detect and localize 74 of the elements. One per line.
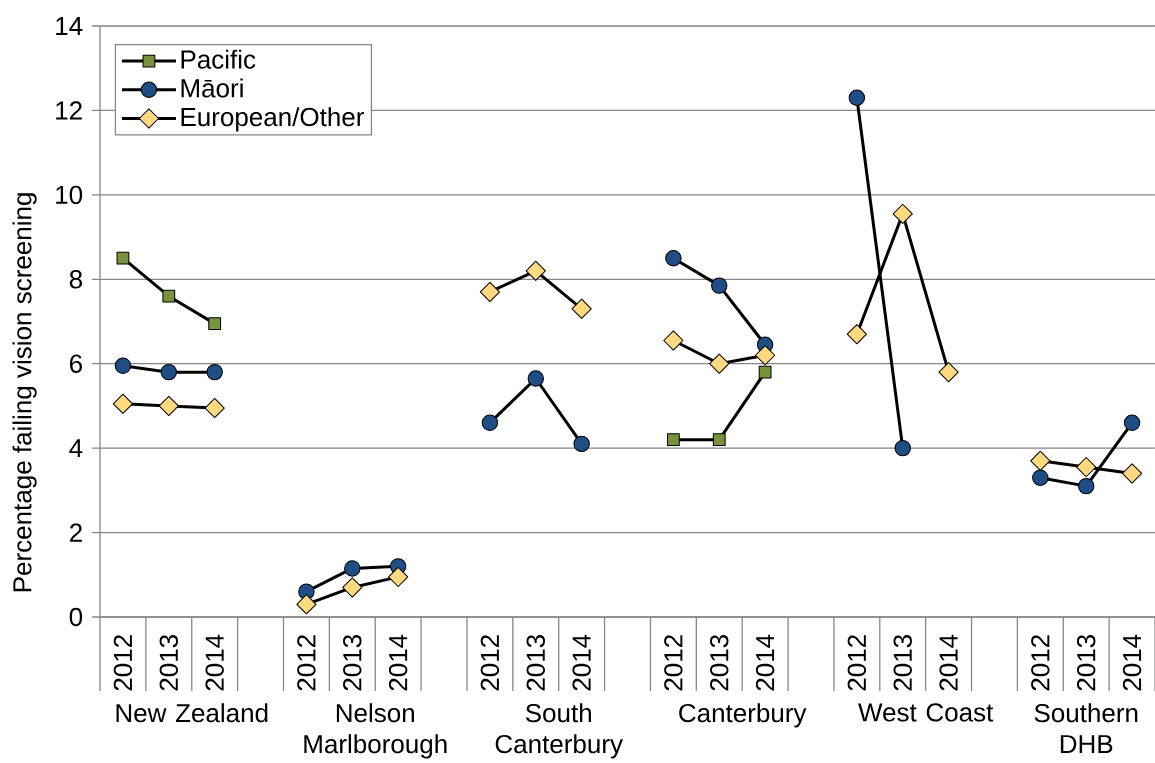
- point: [666, 433, 680, 447]
- x-tick-label: 2013: [1077, 635, 1096, 691]
- text: Southern DHB: [1034, 703, 1138, 754]
- y-tick-label: 0: [69, 607, 83, 627]
- text: West Coast: [858, 703, 994, 722]
- point: [525, 260, 546, 281]
- text: Canterbury: [679, 703, 807, 728]
- legend-label: European/Other: [181, 107, 364, 132]
- x-tick-label: 2014: [205, 634, 224, 691]
- text: Nelson Marlborough: [304, 703, 447, 759]
- x-tick-label: 2013: [159, 635, 179, 691]
- point: [481, 414, 499, 432]
- y-tick-label: 6: [69, 354, 82, 373]
- point: [758, 365, 772, 379]
- point: [1078, 477, 1095, 495]
- legend-label: Māori: [181, 78, 243, 98]
- point: [342, 577, 363, 598]
- point: [846, 324, 867, 345]
- x-tick-label: 2012: [113, 635, 133, 691]
- point: [160, 363, 178, 381]
- x-tick-label: 2012: [847, 635, 867, 691]
- point: [296, 594, 317, 615]
- point: [116, 251, 130, 265]
- y-tick-label: 2: [69, 523, 82, 542]
- point: [162, 289, 176, 303]
- point: [388, 566, 409, 588]
- y-tick-label: 4: [69, 439, 83, 458]
- point: [709, 353, 730, 374]
- y-tick-label: 8: [69, 270, 83, 289]
- point: [1032, 469, 1049, 486]
- point: [527, 370, 544, 387]
- point: [571, 298, 592, 319]
- point: [208, 317, 222, 331]
- point: [663, 330, 684, 351]
- x-tick-label: 2013: [343, 635, 362, 691]
- point: [1121, 463, 1143, 484]
- y-tick-label: 12: [56, 101, 82, 120]
- point: [848, 89, 866, 106]
- x-tick-label: 2014: [939, 634, 958, 691]
- point: [112, 393, 134, 414]
- point: [894, 439, 911, 457]
- y-axis-title: Percentage failing vision screening: [12, 193, 37, 592]
- point: [344, 560, 361, 577]
- x-tick-label: 2012: [664, 635, 683, 691]
- text: South Canterbury: [495, 703, 623, 759]
- x-tick-label: 2014: [388, 634, 408, 691]
- y-tick-label: 14: [56, 17, 83, 35]
- point: [665, 249, 682, 267]
- point: [204, 397, 225, 419]
- point: [755, 345, 776, 366]
- x-tick-label: 2012: [480, 635, 500, 691]
- point: [938, 362, 959, 383]
- text: New Zealand: [116, 703, 268, 723]
- point: [573, 435, 590, 453]
- point: [206, 363, 223, 381]
- x-tick-label: 2014: [755, 634, 775, 691]
- point: [892, 203, 913, 224]
- x-tick-label: 2013: [526, 635, 545, 691]
- x-tick-label: 2013: [710, 635, 729, 691]
- legend-label: Pacific: [181, 49, 256, 69]
- x-tick-label: 2014: [1122, 634, 1142, 691]
- point: [1076, 457, 1097, 478]
- point: [1030, 450, 1051, 471]
- point: [712, 433, 726, 447]
- x-tick-label: 2013: [893, 635, 912, 691]
- x-tick-label: 2012: [1031, 635, 1050, 691]
- x-tick-label: 2012: [297, 635, 316, 691]
- x-tick-label: 2014: [572, 634, 591, 691]
- point: [158, 395, 179, 417]
- point: [711, 277, 728, 294]
- y-tick-label: 10: [56, 185, 83, 205]
- point: [479, 281, 501, 303]
- point: [1123, 414, 1141, 432]
- point: [114, 357, 132, 375]
